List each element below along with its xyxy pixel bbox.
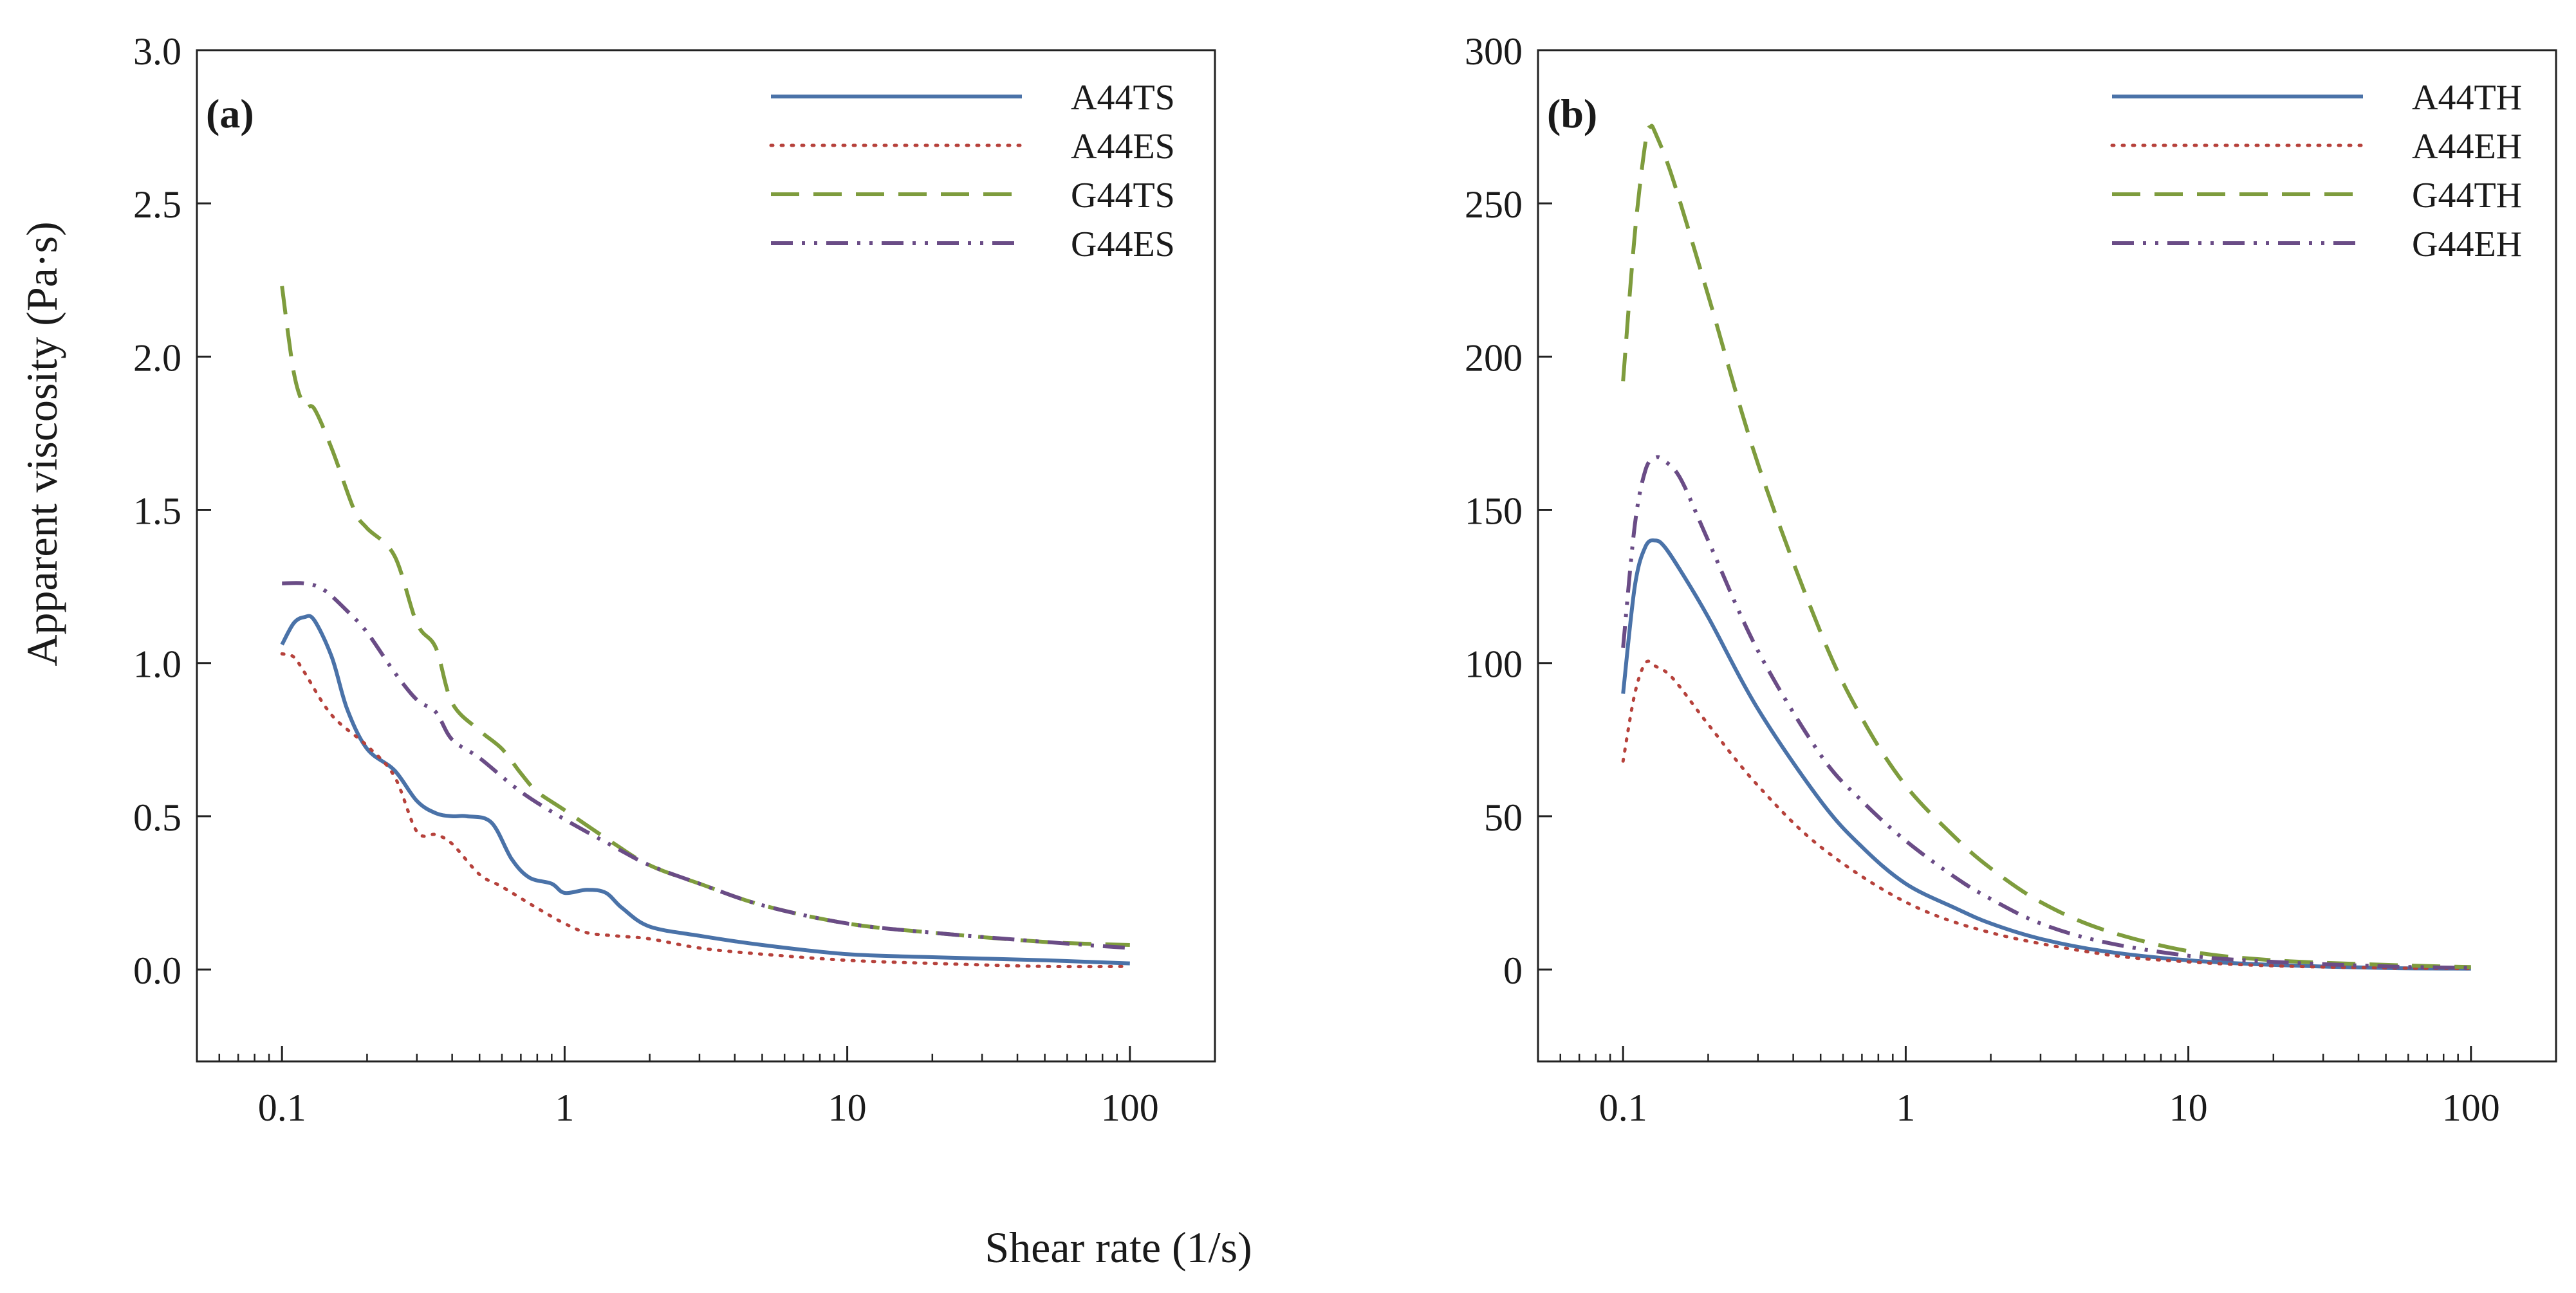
panel-a-xtick-label: 100 <box>1101 1087 1159 1129</box>
series-line-a44th <box>1621 538 2471 971</box>
panel-b-xtick-label: 100 <box>2442 1087 2500 1129</box>
panel-a-ticks: 0.0 0.5 1.0 1.5 2.0 2.5 3.0 0.1 1 10 100 <box>133 30 1159 1129</box>
legend-label-a44ts: A44TS <box>1071 78 1175 118</box>
panel-b-xtick-label: 0.1 <box>1599 1087 1647 1129</box>
panel-b-ytick-label: 50 <box>1484 796 1523 839</box>
panel-a-label: (a) <box>206 91 254 136</box>
series-line-g44es <box>282 581 1131 950</box>
panel-a-ytick-label: 1.5 <box>133 490 181 533</box>
panel-a-ytick-label: 2.5 <box>133 183 181 226</box>
panel-a-plot-frame <box>196 49 1216 1063</box>
legend-label-g44es: G44ES <box>1071 225 1175 264</box>
panel-a-ytick-label: 0.0 <box>133 949 181 992</box>
panel-a-ytick-label: 3.0 <box>133 30 181 73</box>
legend-label-a44th: A44TH <box>2412 78 2522 118</box>
series-line-g44ts <box>280 286 1130 947</box>
legend-label-g44ts: G44TS <box>1071 176 1175 216</box>
panel-b-label: (b) <box>1547 91 1597 136</box>
panel-a-legend: A44TS A44ES G44TS G44ES <box>769 78 1175 264</box>
legend-label-g44eh: G44EH <box>2412 225 2522 264</box>
panel-b-ticks: 0 50 100 150 200 250 300 0.1 1 10 100 <box>1465 30 2500 1129</box>
panel-a-ytick-label: 1.0 <box>133 643 181 686</box>
series-line-a44ts <box>280 614 1130 966</box>
panel-a-ytick-label: 0.5 <box>133 796 181 839</box>
panel-b-ytick-label: 100 <box>1465 643 1523 686</box>
series-line-g44th <box>1621 124 2471 969</box>
panel-a-series <box>280 286 1132 969</box>
panel-a-ytick-label: 2.0 <box>133 336 181 379</box>
panel-b-xtick-label: 1 <box>1896 1087 1915 1129</box>
panel-a-xtick-label: 10 <box>828 1087 867 1129</box>
legend-label-g44th: G44TH <box>2412 176 2522 216</box>
series-line-a44es <box>280 652 1132 969</box>
panel-a-xtick-label: 0.1 <box>258 1087 306 1129</box>
panel-a-xtick-label: 1 <box>555 1087 574 1129</box>
panel-b-legend: A44TH A44EH G44TH G44EH <box>2110 78 2522 264</box>
series-line-a44eh <box>1621 659 2473 971</box>
panel-b-ytick-label: 150 <box>1465 490 1523 533</box>
panel-b-plot-frame <box>1537 49 2557 1063</box>
x-axis-label: Shear rate (1/s) <box>985 1223 1252 1272</box>
y-axis-label: Apparent viscosity (Pa·s) <box>17 221 66 666</box>
panel-b-ytick-label: 200 <box>1465 336 1523 379</box>
legend-label-a44eh: A44EH <box>2412 127 2522 167</box>
series-line-g44eh <box>1621 455 2471 970</box>
legend-label-a44es: A44ES <box>1071 127 1175 167</box>
panel-b-ytick-label: 0 <box>1503 949 1523 992</box>
panel-b-ytick-label: 250 <box>1465 183 1523 226</box>
panel-b-ytick-label: 300 <box>1465 30 1523 73</box>
panel-b-xtick-label: 10 <box>2169 1087 2208 1129</box>
panel-b-series <box>1621 124 2473 971</box>
panel-a-chart: (a) 0.0 0.5 1.0 1.5 2.0 2.5 3.0 0.1 1 10 100 A44TS… <box>133 30 1216 1129</box>
